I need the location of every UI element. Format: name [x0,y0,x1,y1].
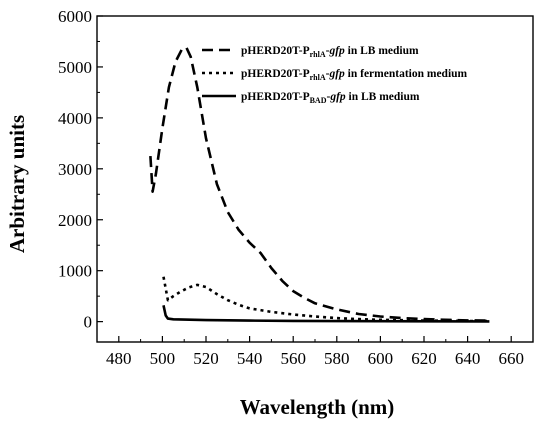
x-tick-label: 660 [498,349,524,368]
legend-label-part: in fermentation medium [345,68,468,80]
y-tick-label: 3000 [58,160,92,179]
x-tick-label: 640 [455,349,481,368]
plot-frame [96,15,534,343]
legend: pHERD20T-PrhlA-gfp in LB mediumpHERD20T-… [202,45,468,105]
x-tick-label: 520 [193,349,219,368]
y-tick-label: 2000 [58,211,92,230]
legend-label-part: in LB medium [346,91,420,103]
legend-label-part: gfp [328,68,345,80]
legend-label-part: rhlA [310,50,326,59]
x-axis-title: Wavelength (nm) [240,395,395,419]
y-tick-label: 5000 [58,58,92,77]
legend-label-part: rhlA [310,73,326,82]
series-line-3 [162,305,490,323]
legend-label-1: pHERD20T-PrhlA-gfp in LB medium [241,45,419,59]
legend-label-part: in LB medium [345,45,419,57]
series-layer [149,46,490,323]
y-tick-label: 0 [84,313,93,332]
y-tick-label: 1000 [58,262,92,281]
legend-label-part: gfp [328,45,345,57]
y-tick-label: 6000 [58,7,92,26]
legend-label-3: pHERD20T-PBAD-gfp in LB medium [241,91,420,105]
y-axis-title: Arbitrary units [5,115,29,253]
legend-label-part: gfp [329,91,346,103]
series-line-1 [149,46,490,322]
axes: 480 500 520 540 560 580 600 620 640 660 0 1000 2000 3… [58,7,534,368]
legend-label-part: - [326,91,330,103]
x-tick-label: 580 [324,349,350,368]
x-tick-label: 480 [106,349,132,368]
legend-label-part: BAD [310,96,327,105]
legend-label-part: pHERD20T-P [241,68,310,80]
y-tick-label: 4000 [58,109,92,128]
legend-label-2: pHERD20T-PrhlA-gfp in fermentation mediu… [241,68,468,82]
legend-label-part: pHERD20T-P [241,91,310,103]
legend-label-part: pHERD20T-P [241,45,310,57]
legend-label-part: - [326,45,330,57]
legend-label-part: - [326,68,330,80]
x-tick-label: 500 [150,349,176,368]
x-tick-label: 600 [368,349,394,368]
x-tick-label: 620 [411,349,437,368]
series-line-2 [162,276,490,323]
x-tick-label: 560 [280,349,306,368]
x-tick-label: 540 [237,349,263,368]
